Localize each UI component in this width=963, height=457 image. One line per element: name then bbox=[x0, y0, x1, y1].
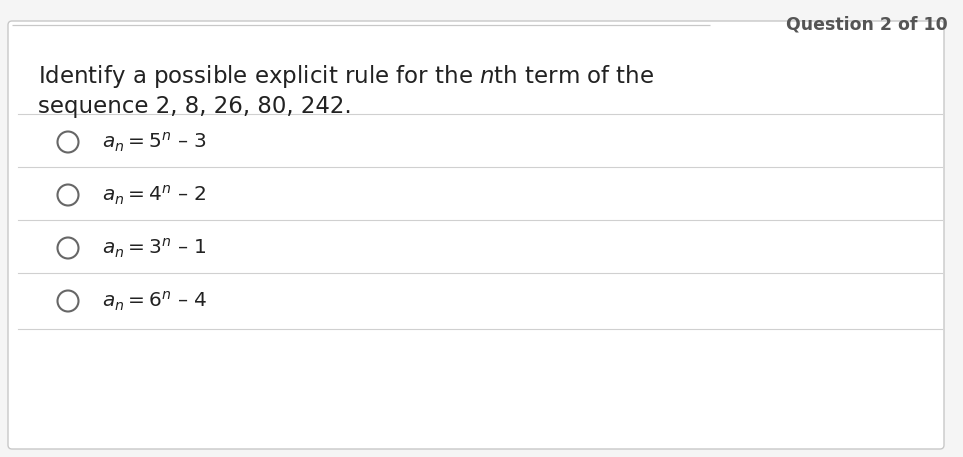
Text: Question 2 of 10: Question 2 of 10 bbox=[786, 16, 948, 34]
Text: $a_n = 4^n$ – 2: $a_n = 4^n$ – 2 bbox=[102, 183, 207, 207]
Text: $a_n = 5^n$ – 3: $a_n = 5^n$ – 3 bbox=[102, 130, 207, 154]
Text: sequence 2, 8, 26, 80, 242.: sequence 2, 8, 26, 80, 242. bbox=[38, 95, 351, 118]
Text: $a_n = 3^n$ – 1: $a_n = 3^n$ – 1 bbox=[102, 236, 207, 260]
FancyBboxPatch shape bbox=[8, 21, 944, 449]
Text: $a_n = 6^n$ – 4: $a_n = 6^n$ – 4 bbox=[102, 289, 208, 313]
Text: Identify a possible explicit rule for the $\it{n}$th term of the: Identify a possible explicit rule for th… bbox=[38, 63, 654, 90]
